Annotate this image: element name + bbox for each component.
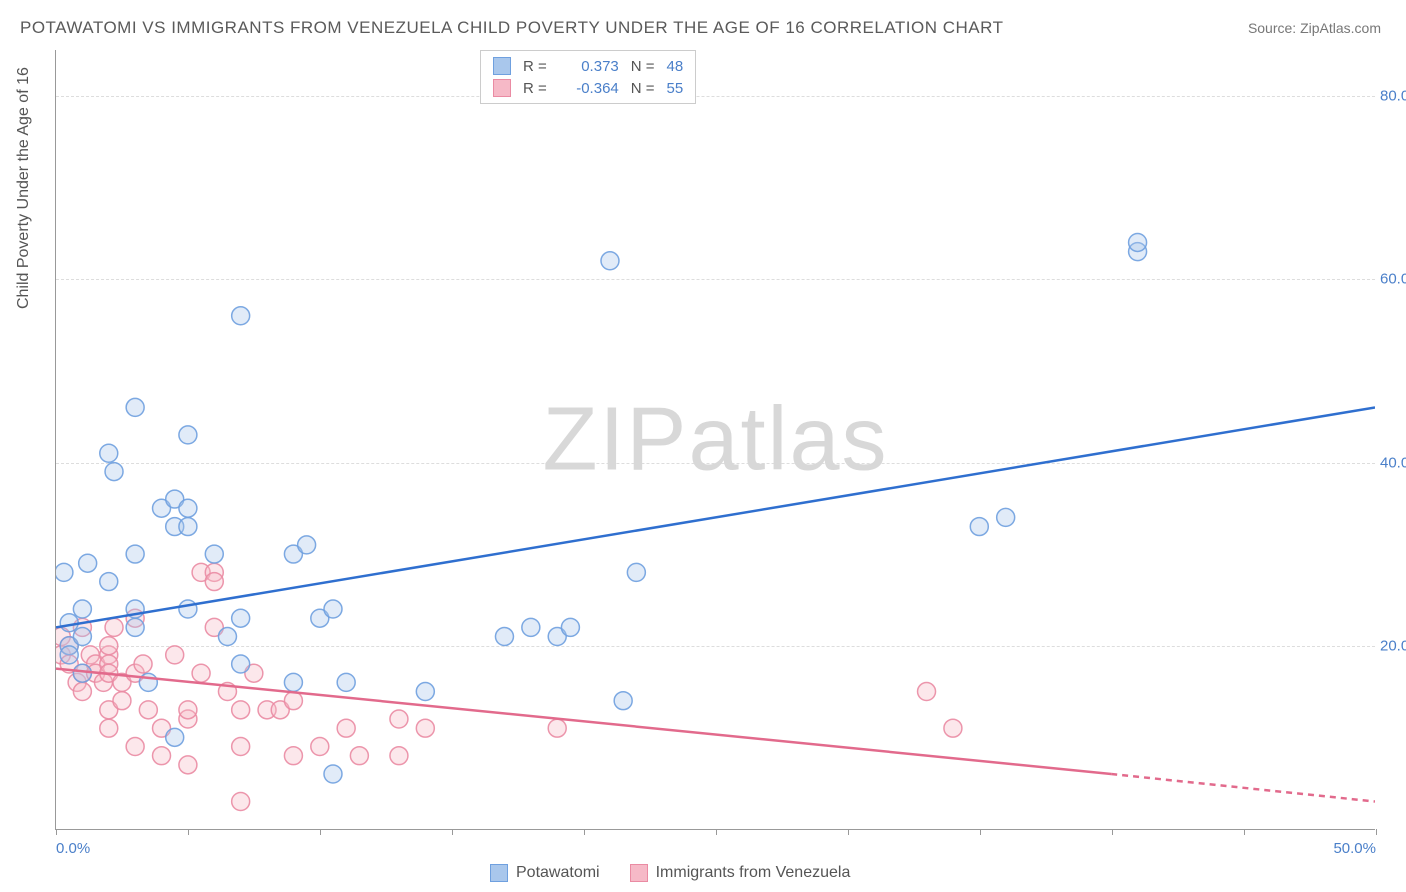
x-tick-mark	[1244, 829, 1245, 835]
scatter-point	[284, 673, 302, 691]
series-swatch-icon	[490, 864, 508, 882]
scatter-point	[73, 600, 91, 618]
y-tick-label: 60.0%	[1380, 271, 1406, 288]
scatter-point	[166, 646, 184, 664]
scatter-point	[232, 701, 250, 719]
x-tick-mark	[56, 829, 57, 835]
y-axis-label: Child Poverty Under the Age of 16	[15, 67, 33, 309]
y-tick-label: 80.0%	[1380, 87, 1406, 104]
scatter-svg	[56, 50, 1375, 829]
scatter-point	[390, 747, 408, 765]
legend-label: Immigrants from Venezuela	[656, 864, 851, 882]
scatter-point	[416, 683, 434, 701]
scatter-point	[205, 545, 223, 563]
x-tick-mark	[584, 829, 585, 835]
scatter-point	[997, 508, 1015, 526]
legend-item: Immigrants from Venezuela	[630, 864, 851, 882]
x-tick-mark	[1376, 829, 1377, 835]
plot-area: ZIPatlas 20.0%40.0%60.0%80.0%0.0%50.0%	[55, 50, 1375, 830]
source-label: Source:	[1248, 20, 1296, 36]
scatter-point	[73, 628, 91, 646]
scatter-point	[126, 738, 144, 756]
x-tick-mark	[320, 829, 321, 835]
scatter-point	[390, 710, 408, 728]
y-tick-label: 40.0%	[1380, 454, 1406, 471]
trend-line	[56, 407, 1375, 627]
scatter-point	[232, 738, 250, 756]
x-tick-mark	[848, 829, 849, 835]
scatter-point	[601, 252, 619, 270]
source-value: ZipAtlas.com	[1300, 20, 1381, 36]
x-tick-label: 50.0%	[1333, 840, 1376, 857]
scatter-point	[179, 499, 197, 517]
scatter-point	[495, 628, 513, 646]
scatter-point	[73, 683, 91, 701]
scatter-point	[1129, 233, 1147, 251]
trend-line	[1111, 774, 1375, 801]
legend-bottom: Potawatomi Immigrants from Venezuela	[490, 864, 850, 882]
scatter-point	[60, 646, 78, 664]
scatter-point	[179, 600, 197, 618]
scatter-point	[218, 628, 236, 646]
scatter-point	[416, 719, 434, 737]
scatter-point	[522, 618, 540, 636]
scatter-point	[60, 614, 78, 632]
series-swatch-icon	[630, 864, 648, 882]
legend-item: Potawatomi	[490, 864, 600, 882]
scatter-point	[105, 618, 123, 636]
scatter-point	[311, 738, 329, 756]
scatter-point	[179, 701, 197, 719]
scatter-point	[918, 683, 936, 701]
scatter-point	[179, 426, 197, 444]
scatter-point	[126, 618, 144, 636]
scatter-point	[139, 701, 157, 719]
x-tick-mark	[716, 829, 717, 835]
scatter-point	[614, 692, 632, 710]
scatter-point	[192, 664, 210, 682]
scatter-point	[284, 747, 302, 765]
scatter-point	[153, 747, 171, 765]
scatter-point	[113, 692, 131, 710]
x-tick-mark	[1112, 829, 1113, 835]
scatter-point	[100, 573, 118, 591]
x-tick-mark	[452, 829, 453, 835]
scatter-point	[337, 719, 355, 737]
scatter-point	[100, 444, 118, 462]
chart-title: POTAWATOMI VS IMMIGRANTS FROM VENEZUELA …	[20, 18, 1003, 38]
scatter-point	[944, 719, 962, 737]
scatter-point	[205, 573, 223, 591]
scatter-point	[232, 655, 250, 673]
scatter-point	[561, 618, 579, 636]
y-tick-label: 20.0%	[1380, 638, 1406, 655]
scatter-point	[79, 554, 97, 572]
scatter-point	[970, 518, 988, 536]
scatter-point	[73, 664, 91, 682]
source-attribution: Source: ZipAtlas.com	[1248, 20, 1381, 36]
scatter-point	[298, 536, 316, 554]
scatter-point	[232, 307, 250, 325]
x-tick-mark	[980, 829, 981, 835]
legend-label: Potawatomi	[516, 864, 600, 882]
scatter-point	[126, 545, 144, 563]
scatter-point	[350, 747, 368, 765]
scatter-point	[324, 600, 342, 618]
scatter-point	[179, 756, 197, 774]
scatter-point	[232, 793, 250, 811]
scatter-point	[100, 719, 118, 737]
x-tick-mark	[188, 829, 189, 835]
scatter-point	[179, 518, 197, 536]
x-tick-label: 0.0%	[56, 840, 90, 857]
scatter-point	[56, 563, 73, 581]
scatter-point	[126, 398, 144, 416]
scatter-point	[166, 728, 184, 746]
scatter-point	[100, 637, 118, 655]
scatter-point	[324, 765, 342, 783]
scatter-point	[105, 463, 123, 481]
scatter-point	[134, 655, 152, 673]
scatter-point	[284, 692, 302, 710]
scatter-point	[627, 563, 645, 581]
scatter-point	[548, 719, 566, 737]
scatter-point	[232, 609, 250, 627]
scatter-point	[337, 673, 355, 691]
